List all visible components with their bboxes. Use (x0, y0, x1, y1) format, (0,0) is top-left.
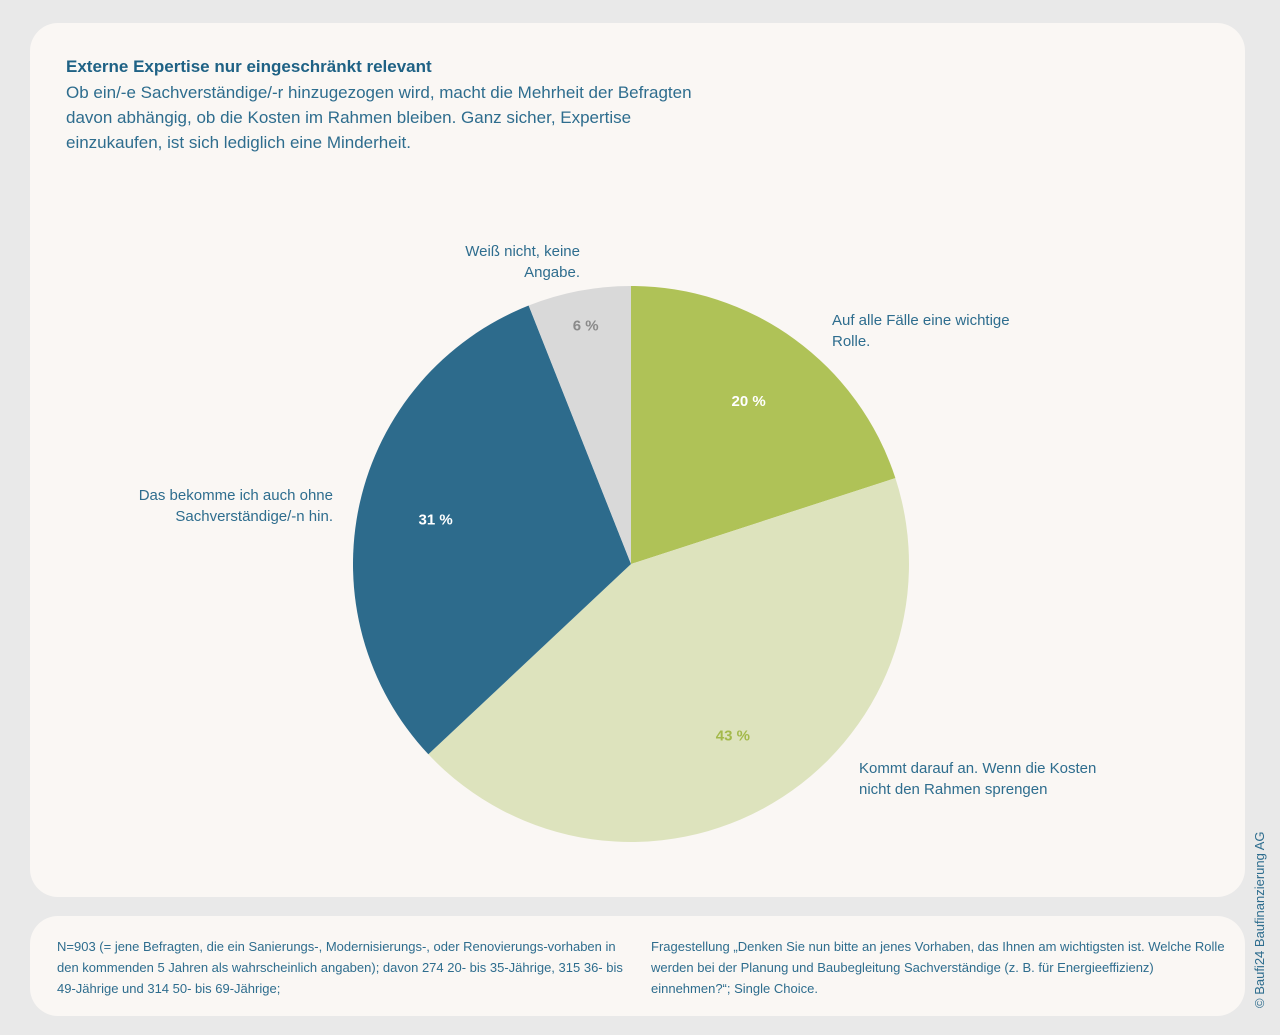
question-footnote: Fragestellung „Denken Sie nun bitte an j… (651, 939, 1225, 996)
copyright-notice: © Baufi24 Baufinanzierung AG (1252, 831, 1267, 1008)
sample-footnote: N=903 (= jene Befragten, die ein Sanieru… (57, 939, 623, 996)
slice-label-depends-on-costs: Kommt darauf an. Wenn die Kosten nicht d… (859, 760, 1097, 798)
chart-subtitle: Ob ein/-e Sachverständige/-r hinzugezoge… (66, 83, 692, 152)
slice-label-dont-know: Weiß nicht, keine Angabe. (465, 243, 580, 281)
slice-label-without-expert: Das bekomme ich auch ohne Sachverständig… (138, 487, 333, 525)
footnote-card (30, 916, 1245, 1016)
chart-title: Externe Expertise nur eingeschränkt rele… (66, 57, 432, 76)
slice-label-important-role: Auf alle Fälle eine wichtige Rolle. (832, 312, 1010, 350)
